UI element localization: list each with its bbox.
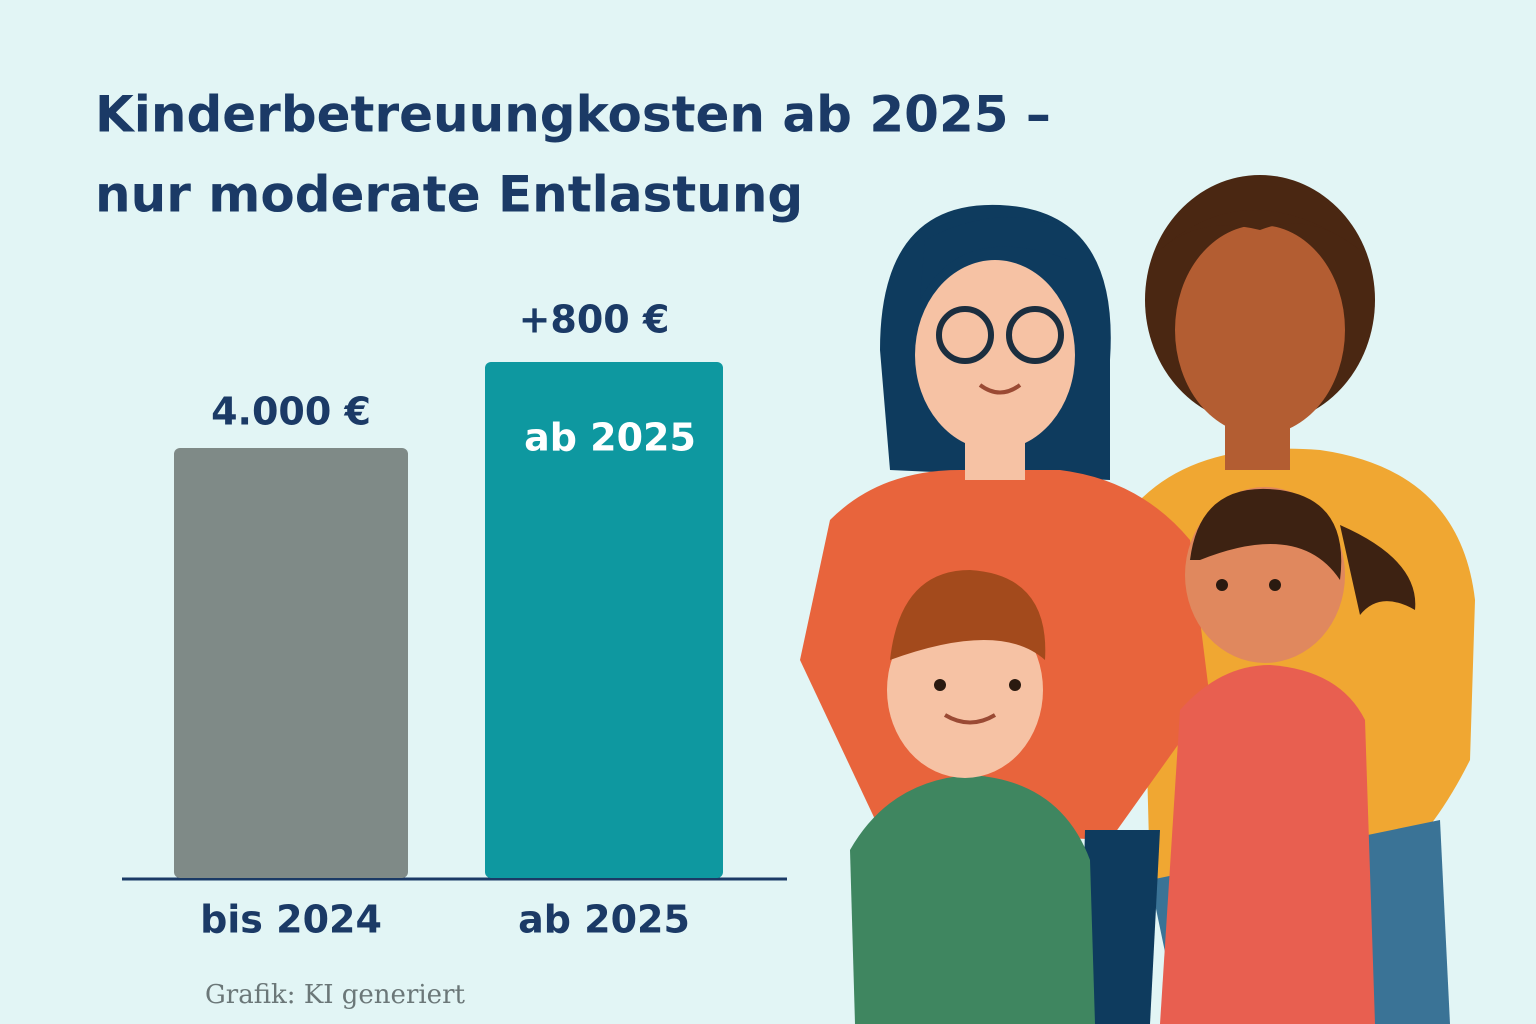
x-tick-label: bis 2024: [200, 898, 382, 942]
x-tick-label: ab 2025: [518, 898, 690, 942]
chart-title: Kinderbetreuungkosten ab 2025 –: [95, 86, 1051, 144]
annotation: +800 €: [519, 298, 670, 342]
chart-title: nur moderate Entlastung: [95, 166, 803, 224]
bar: [174, 448, 408, 878]
bar: [485, 362, 723, 878]
footer: Grafik: KI generiert: [205, 980, 466, 1010]
annotation: ab 2025: [524, 416, 696, 460]
value-label: 4.000 €: [211, 390, 371, 434]
family-illustration: [800, 175, 1475, 1024]
